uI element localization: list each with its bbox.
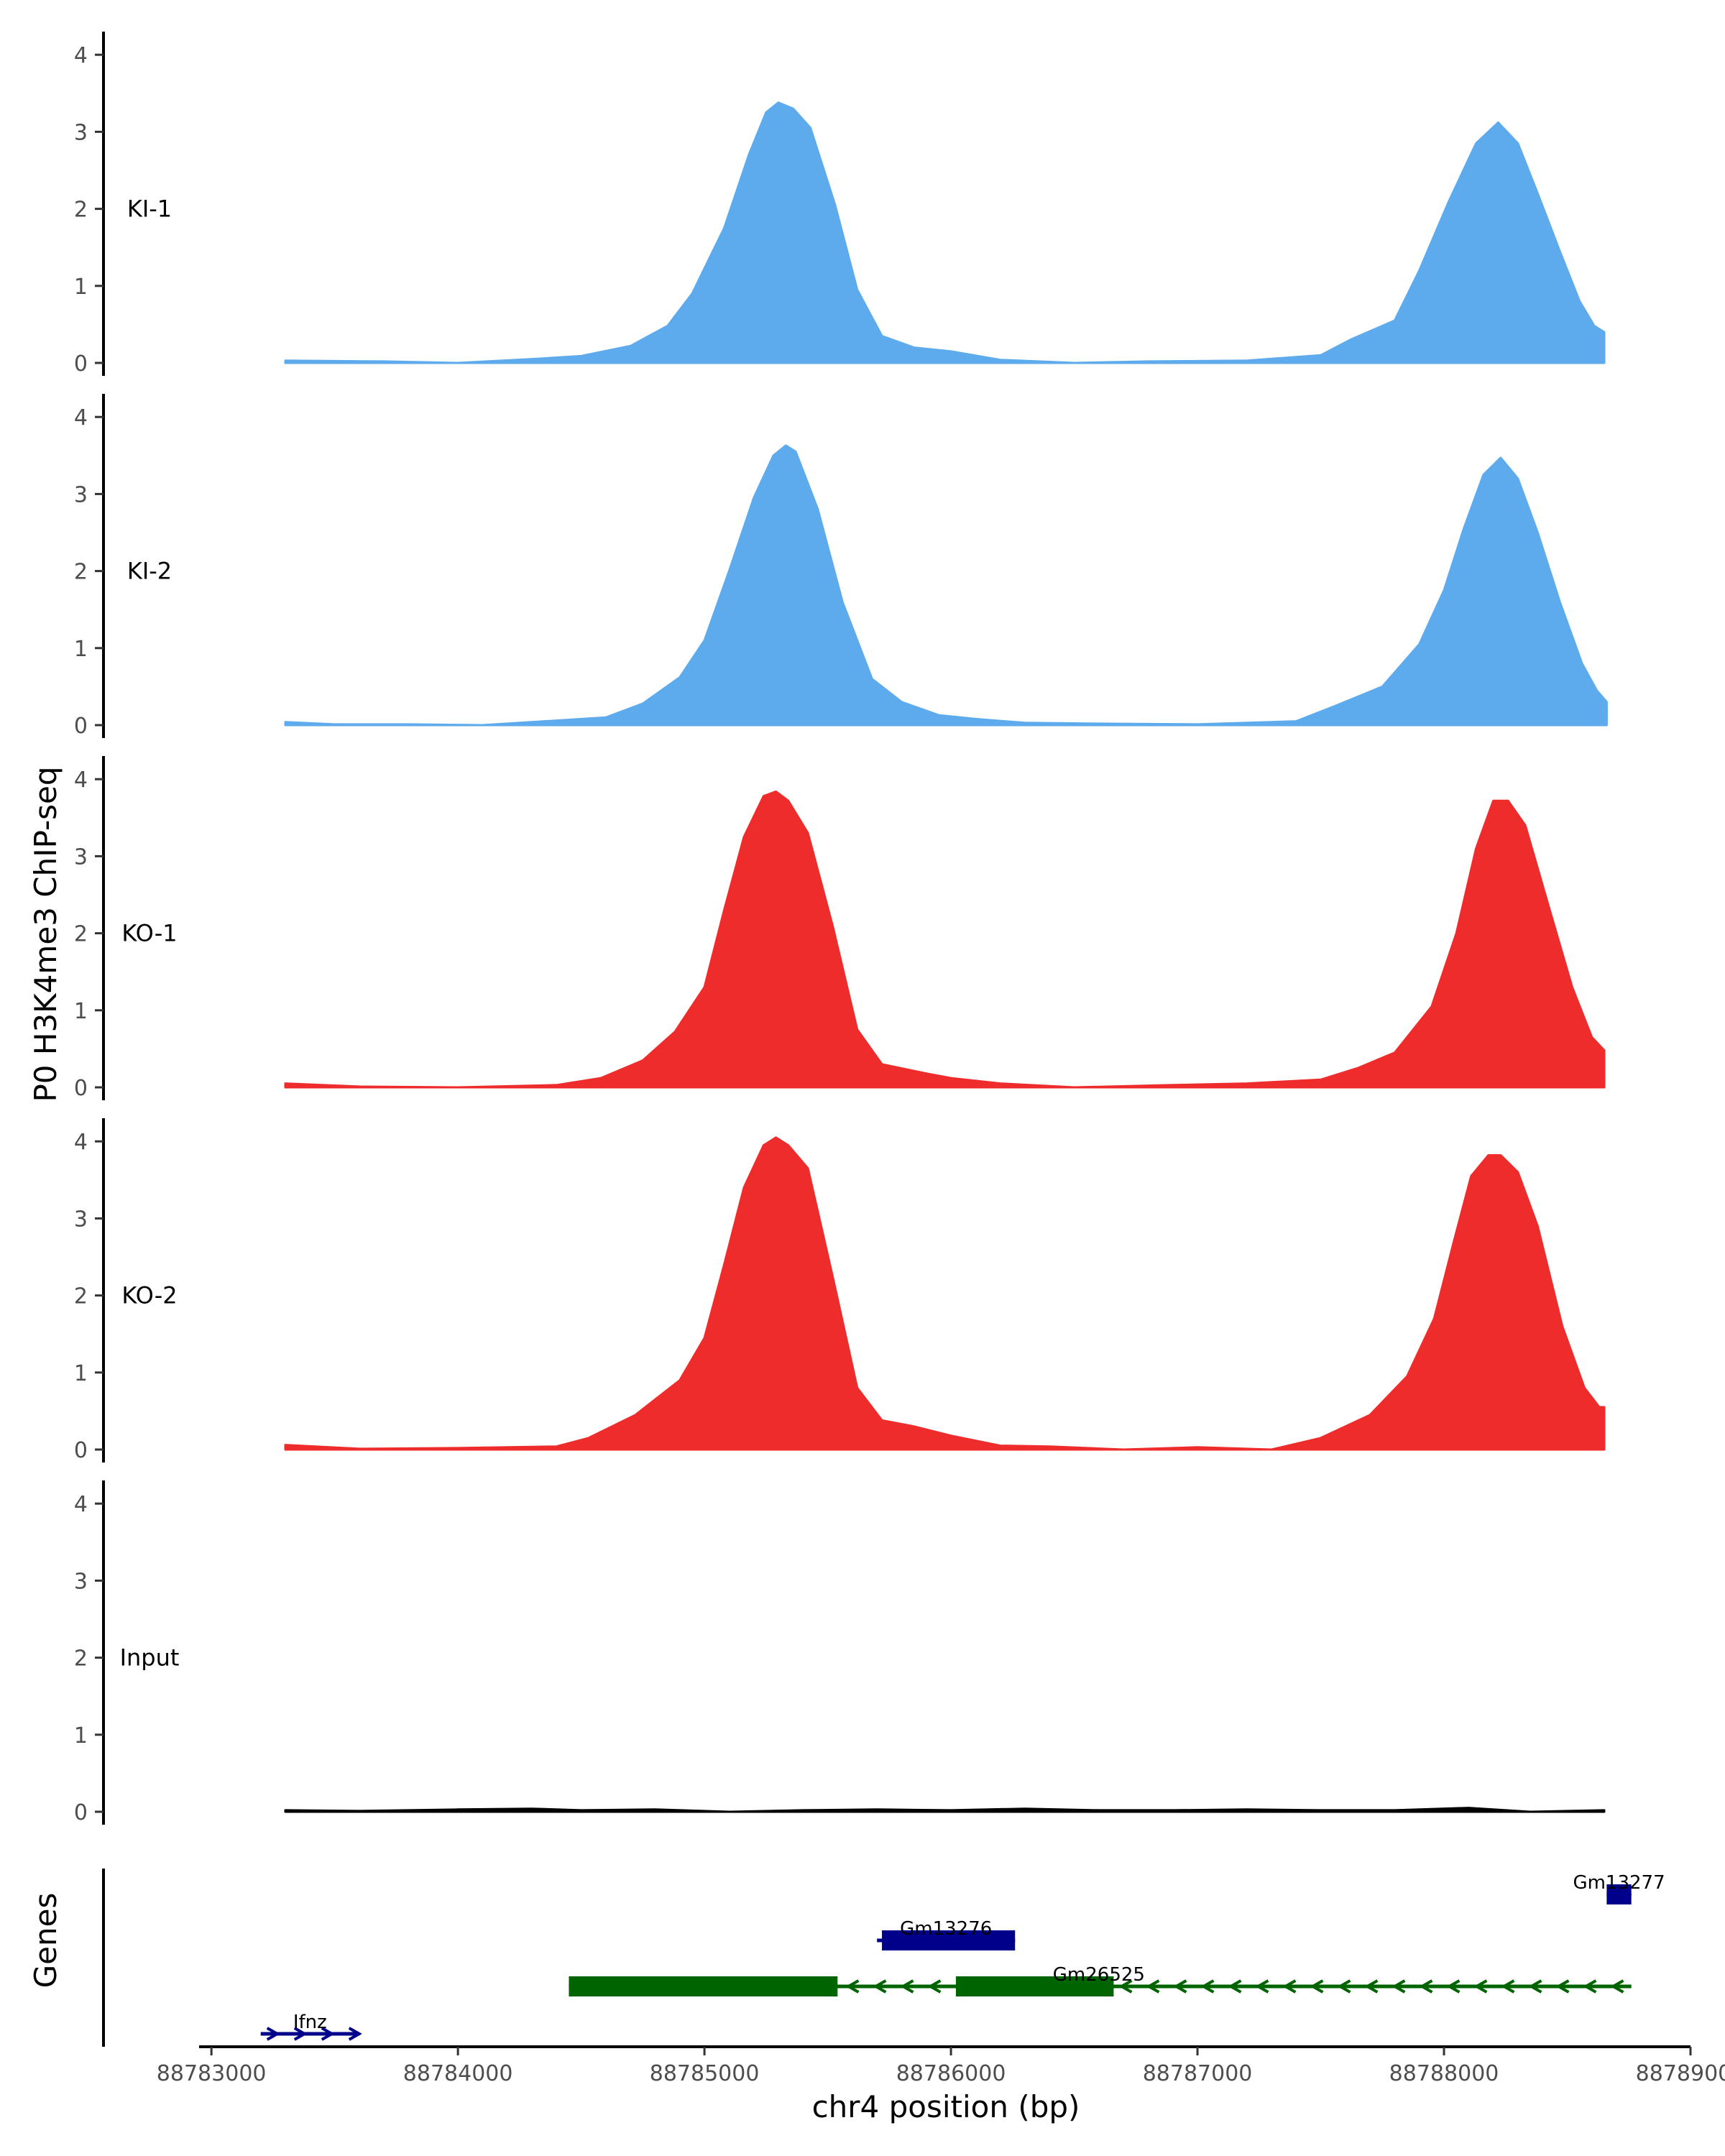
y-tick-label: 4 xyxy=(74,768,88,793)
x-tick-label: 88788000 xyxy=(1389,2061,1499,2086)
track-input: 0 1 2 3 4 Input xyxy=(74,1480,1606,1825)
x-tick-label: 88784000 xyxy=(403,2061,513,2086)
strand-arrow-icon xyxy=(1118,1979,1133,1994)
y-tick-label: 0 xyxy=(74,1076,88,1101)
genes-axis-title: Genes xyxy=(28,1893,63,1989)
strand-arrow-icon xyxy=(927,1979,942,1994)
gene-gm13276: Gm13276 xyxy=(877,1918,1016,1950)
strand-arrow-icon xyxy=(1146,1979,1160,1994)
gene-exon xyxy=(1606,1884,1632,1904)
strand-arrow-icon xyxy=(348,2027,362,2041)
strand-arrow-icon xyxy=(293,2027,308,2041)
strand-arrow-icon xyxy=(845,1979,860,1994)
strand-arrow-icon xyxy=(1255,1979,1269,1994)
y-tick-label: 3 xyxy=(74,1207,88,1232)
strand-arrow-icon xyxy=(1528,1979,1542,1994)
y-tick-label: 0 xyxy=(74,1438,88,1463)
track-label: Input xyxy=(120,1644,180,1672)
y-tick-label: 1 xyxy=(74,1723,88,1749)
y-tick-label: 2 xyxy=(74,1646,88,1672)
track-label: KI-1 xyxy=(127,195,172,223)
track-ko-2: 0 1 2 3 4 KO-2 xyxy=(74,1118,1606,1463)
strand-arrow-icon xyxy=(873,1979,887,1994)
x-tick-label: 88789000 xyxy=(1636,2061,1725,2086)
strand-arrow-icon xyxy=(1392,1979,1406,1994)
track-label: KO-2 xyxy=(121,1282,177,1309)
strand-arrow-icon xyxy=(900,1979,914,1994)
strand-arrow-icon xyxy=(1228,1979,1242,1994)
y-tick-label: 4 xyxy=(74,1130,88,1155)
strand-arrow-icon xyxy=(321,2027,335,2041)
signal-area-ki-1 xyxy=(284,101,1606,364)
gene-label: Gm13276 xyxy=(900,1918,992,1940)
y-tick-label: 1 xyxy=(74,637,88,662)
strand-arrow-icon xyxy=(1282,1979,1297,1994)
y-tick-label: 4 xyxy=(74,405,88,430)
strand-arrow-icon xyxy=(1446,1979,1460,1994)
y-tick-label: 4 xyxy=(74,43,88,68)
signal-area-ko-1 xyxy=(284,790,1606,1089)
signal-area-ki-2 xyxy=(284,444,1608,727)
gene-gm13277: Gm13277 xyxy=(1573,1872,1665,1904)
gene-label: Ifnz xyxy=(293,2012,327,2033)
x-tick-label: 88786000 xyxy=(896,2061,1006,2086)
gene-label: Gm26525 xyxy=(1053,1964,1145,1986)
genes-panel: Gm13277 Gm13276 Gm26525 Ifnz xyxy=(102,1869,1665,2047)
x-tick-label: 88785000 xyxy=(650,2061,760,2086)
strand-arrow-icon xyxy=(1364,1979,1379,1994)
strand-arrow-icon xyxy=(1555,1979,1570,1994)
y-tick-label: 0 xyxy=(74,1800,88,1825)
y-tick-label: 1 xyxy=(74,999,88,1024)
y-tick-label: 4 xyxy=(74,1492,88,1517)
gene-exon xyxy=(955,1976,1114,1996)
track-ki-1: 0 1 2 3 4 KI-1 xyxy=(74,32,1606,377)
y-tick-label: 3 xyxy=(74,482,88,507)
y-axis-title: P0 H3K4me3 ChIP-seq xyxy=(28,766,63,1102)
x-axis: 88783000 88784000 88785000 88786000 88787000… xyxy=(157,2045,1725,2086)
y-tick-label: 2 xyxy=(74,198,88,223)
strand-arrow-icon xyxy=(1473,1979,1488,1994)
y-tick-label: 1 xyxy=(74,1361,88,1386)
strand-arrow-icon xyxy=(1310,1979,1324,1994)
gene-exon xyxy=(882,1930,1016,1950)
strand-arrow-icon xyxy=(1200,1979,1215,1994)
signal-area-input xyxy=(284,1807,1606,1813)
strand-arrow-icon xyxy=(1583,1979,1597,1994)
gene-gm26525: Gm26525 xyxy=(569,1964,1632,1996)
track-label: KI-2 xyxy=(127,558,172,585)
y-tick-label: 3 xyxy=(74,1569,88,1594)
track-ki-2: 0 1 2 3 4 KI-2 xyxy=(74,394,1608,739)
track-label: KO-1 xyxy=(121,920,177,947)
y-tick-label: 3 xyxy=(74,844,88,870)
strand-arrow-icon xyxy=(1419,1979,1433,1994)
tracks-panel: 0 1 2 3 4 KI-1 0 1 2 3 4 KI-2 0 1 2 3 4 KO-1 0 1 2 3 4 KO-2 0 1 2 3… xyxy=(74,32,1608,1825)
x-tick-label: 88787000 xyxy=(1143,2061,1253,2086)
x-tick-label: 88783000 xyxy=(157,2061,267,2086)
y-tick-label: 1 xyxy=(74,275,88,300)
strand-arrow-icon xyxy=(1173,1979,1187,1994)
track-ko-1: 0 1 2 3 4 KO-1 xyxy=(74,756,1606,1101)
strand-arrow-icon xyxy=(266,2027,280,2041)
strand-arrow-icon xyxy=(1501,1979,1515,1994)
y-tick-label: 0 xyxy=(74,714,88,739)
signal-area-ko-2 xyxy=(284,1136,1606,1451)
gene-exon xyxy=(569,1976,838,1996)
y-tick-label: 3 xyxy=(74,120,88,145)
gene-ifnz: Ifnz xyxy=(260,2012,362,2041)
gene-label: Gm13277 xyxy=(1573,1872,1665,1894)
strand-arrow-icon xyxy=(1337,1979,1351,1994)
y-tick-label: 2 xyxy=(74,560,88,585)
strand-arrow-icon xyxy=(1610,1979,1624,1994)
y-tick-label: 2 xyxy=(74,1284,88,1309)
y-tick-label: 2 xyxy=(74,922,88,947)
x-axis-title: chr4 position (bp) xyxy=(812,2089,1080,2124)
y-tick-label: 0 xyxy=(74,351,88,377)
